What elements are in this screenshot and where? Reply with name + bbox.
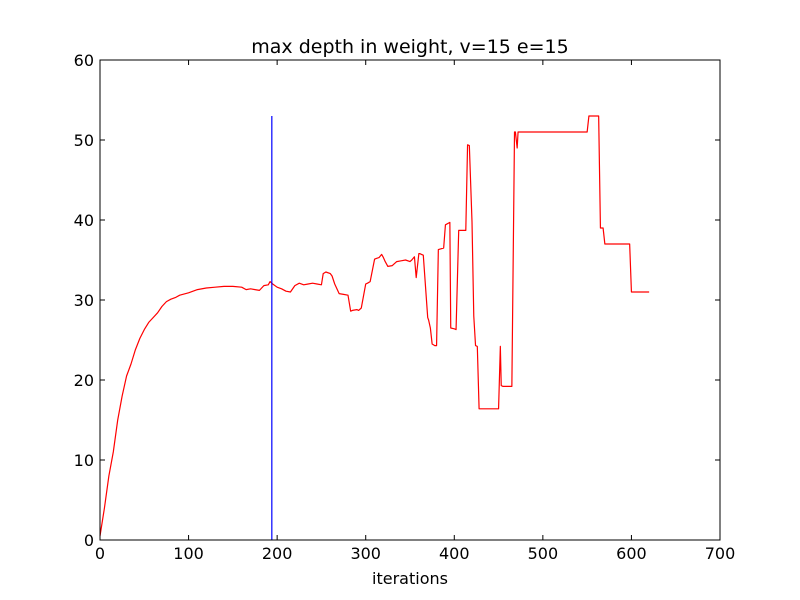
x-tick-label: 400 — [439, 544, 470, 563]
series-line-0 — [99, 115, 650, 537]
y-tick-label: 0 — [84, 531, 94, 550]
x-tick-label: 0 — [95, 544, 105, 563]
x-tick-label: 300 — [350, 544, 381, 563]
plot-area — [100, 60, 720, 540]
axis-tick-labels: 0 100 200 300 400 500 600 700 0 10 20 30 40 50 60 — [74, 51, 736, 563]
chart-title: max depth in weight, v=15 e=15 — [251, 36, 568, 58]
y-tick-label: 50 — [74, 131, 94, 150]
x-tick-label: 700 — [705, 544, 736, 563]
axis-ticks — [99, 59, 721, 541]
y-tick-label: 40 — [74, 211, 94, 230]
x-tick-label: 500 — [528, 544, 559, 563]
x-tick-label: 600 — [616, 544, 647, 563]
chart-marks — [99, 115, 650, 540]
y-tick-label: 60 — [74, 51, 94, 70]
y-tick-label: 10 — [74, 451, 94, 470]
y-tick-label: 30 — [74, 291, 94, 310]
x-tick-label: 200 — [262, 544, 293, 563]
x-tick-label: 100 — [173, 544, 204, 563]
y-tick-label: 20 — [74, 371, 94, 390]
x-axis-label: iterations — [372, 569, 448, 588]
